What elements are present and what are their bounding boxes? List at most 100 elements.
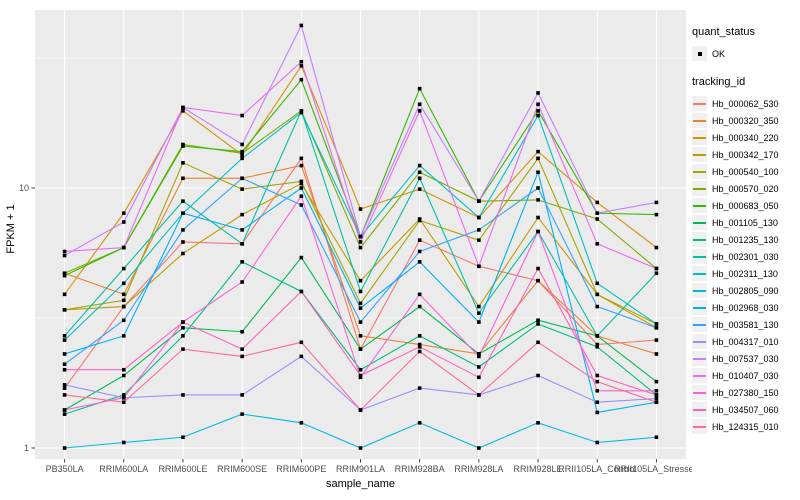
line-swatch-icon bbox=[693, 238, 706, 241]
data-point bbox=[358, 334, 363, 338]
legend-item-tracking: Hb_027380_150 bbox=[692, 384, 798, 401]
data-point bbox=[536, 91, 540, 95]
legend-item-tracking: Hb_034507_060 bbox=[692, 401, 798, 418]
data-point bbox=[536, 109, 540, 113]
data-point bbox=[358, 373, 363, 378]
legend-item-label: Hb_000320_350 bbox=[712, 115, 779, 126]
legend-line-key bbox=[692, 368, 707, 383]
data-point bbox=[536, 149, 540, 154]
legend-line-key bbox=[692, 181, 707, 196]
legend-item-tracking: Hb_000540_100 bbox=[692, 163, 798, 180]
legend-item-tracking: Hb_000062_530 bbox=[692, 95, 798, 112]
legend-item-label: Hb_007537_030 bbox=[712, 353, 779, 364]
data-point bbox=[299, 163, 304, 168]
data-point bbox=[654, 393, 659, 397]
data-point bbox=[121, 211, 126, 215]
data-point bbox=[62, 271, 67, 276]
data-point bbox=[477, 238, 481, 242]
x-tick-label: RRIM600SE bbox=[217, 464, 267, 474]
legend-item-tracking: Hb_000683_050 bbox=[692, 197, 798, 214]
data-point bbox=[121, 440, 126, 445]
line-swatch-icon bbox=[693, 357, 706, 360]
data-point bbox=[299, 59, 304, 64]
line-swatch-icon bbox=[693, 306, 706, 309]
data-point bbox=[181, 109, 185, 113]
legend-line-key bbox=[692, 385, 707, 400]
legend-line-key bbox=[692, 351, 707, 366]
data-point bbox=[62, 393, 67, 397]
data-point bbox=[417, 249, 422, 254]
data-point bbox=[240, 347, 244, 351]
data-point bbox=[417, 218, 422, 223]
data-point bbox=[654, 435, 659, 440]
legend-item-label: OK bbox=[712, 48, 726, 59]
legend-item-tracking: Hb_000340_220 bbox=[692, 129, 798, 146]
data-point bbox=[477, 354, 481, 359]
legend-item-tracking: Hb_124315_010 bbox=[692, 418, 798, 435]
line-swatch-icon bbox=[693, 272, 706, 275]
data-point bbox=[536, 340, 540, 345]
legend-item-tracking: Hb_004317_010 bbox=[692, 333, 798, 350]
data-point bbox=[595, 410, 600, 415]
legend-item-tracking: Hb_001105_130 bbox=[692, 214, 798, 231]
legend-item-tracking: Hb_010407_030 bbox=[692, 367, 798, 384]
x-tick-label: RRII105LA_Stressed bbox=[614, 464, 692, 474]
data-point bbox=[595, 379, 600, 384]
data-point bbox=[62, 273, 67, 278]
legend-item-label: Hb_003581_130 bbox=[712, 319, 779, 330]
data-point bbox=[62, 362, 67, 367]
data-point bbox=[358, 245, 363, 250]
data-point bbox=[477, 446, 481, 450]
data-point bbox=[536, 215, 540, 220]
data-point bbox=[477, 304, 481, 309]
data-point bbox=[536, 266, 540, 271]
legend-item-tracking: Hb_002301_030 bbox=[692, 248, 798, 265]
x-tick-label: RRII105LA_Control bbox=[558, 464, 636, 474]
data-point bbox=[536, 156, 540, 161]
data-point bbox=[240, 187, 244, 191]
line-swatch-icon bbox=[693, 340, 706, 343]
data-point bbox=[477, 393, 481, 397]
data-point bbox=[181, 334, 185, 338]
data-point bbox=[595, 373, 600, 378]
data-point bbox=[181, 435, 185, 440]
legend-line-key bbox=[692, 317, 707, 332]
y-axis-title: FPKM + 1 bbox=[5, 204, 17, 253]
ok-point-key bbox=[692, 46, 707, 61]
line-swatch-icon bbox=[693, 153, 706, 156]
legend-item-tracking: Hb_002311_130 bbox=[692, 265, 798, 282]
legend-item-label: Hb_000342_170 bbox=[712, 149, 779, 160]
data-point bbox=[62, 334, 67, 338]
data-point bbox=[417, 86, 422, 91]
x-tick-label: RRIM928LE bbox=[514, 464, 563, 474]
data-point bbox=[181, 144, 185, 148]
data-point bbox=[240, 393, 244, 397]
data-point bbox=[536, 421, 540, 425]
series-group bbox=[62, 23, 659, 450]
data-point bbox=[240, 142, 244, 147]
data-point bbox=[62, 308, 67, 312]
legend-line-key bbox=[692, 402, 707, 417]
data-point bbox=[417, 304, 422, 309]
line-swatch-icon bbox=[693, 221, 706, 224]
data-point bbox=[536, 229, 540, 234]
legend-item-label: Hb_002311_130 bbox=[712, 268, 778, 279]
data-point bbox=[477, 215, 481, 220]
data-point bbox=[536, 170, 540, 175]
legend-item-tracking: Hb_003581_130 bbox=[692, 316, 798, 333]
data-point bbox=[299, 110, 304, 115]
legend-item-label: Hb_010407_030 bbox=[712, 370, 779, 381]
legend-line-key bbox=[692, 164, 707, 179]
data-point bbox=[121, 281, 126, 286]
data-point bbox=[417, 342, 422, 347]
data-point bbox=[358, 289, 363, 294]
data-point bbox=[181, 211, 185, 215]
data-point bbox=[358, 207, 363, 211]
data-point bbox=[240, 412, 244, 416]
data-point bbox=[62, 446, 67, 450]
x-axis-title: sample_name bbox=[326, 478, 395, 490]
data-point bbox=[595, 345, 600, 349]
data-point bbox=[595, 292, 600, 297]
data-point bbox=[417, 102, 422, 107]
data-point bbox=[62, 383, 67, 387]
